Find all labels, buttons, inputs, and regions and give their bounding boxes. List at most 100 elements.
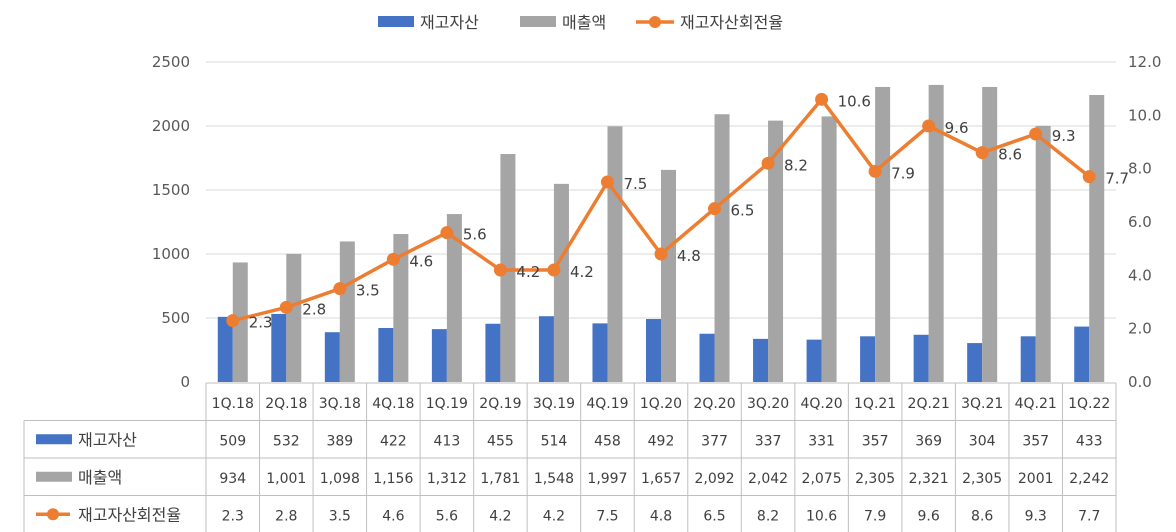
turnover-data-label: 8.2 [784,156,808,174]
table-row-name: 재고자산회전율 [78,505,181,524]
turnover-data-label: 9.3 [1052,127,1076,145]
y-right-tick-label: 6.0 [1128,213,1152,231]
sales-bar [714,114,730,382]
sales-bar [875,86,891,383]
inventory-bar [646,319,661,382]
y-right-tick-label: 12.0 [1128,53,1161,71]
sales-bar [607,126,623,382]
turnover-point [761,156,775,170]
data-table: 1Q.18 2Q.18 3Q.18 4Q.18 1Q.19 2Q.19 3Q.19 4Q.19… [23,382,1117,532]
y-left-tick-label: 1000 [152,245,190,263]
table-cell: 1,997 [587,471,627,487]
table-cell: 389 [326,433,353,449]
y-right-tick-label: 8.0 [1128,160,1152,178]
table-cell: 7.5 [596,508,618,524]
category-label: 3Q.21 [961,396,1003,412]
table-cell: 1,657 [641,471,681,487]
sales-bar [500,154,516,382]
sales-bar [339,241,355,382]
turnover-data-label: 3.5 [356,282,380,300]
turnover-point [493,263,507,277]
legend-inventory-label: 재고자산 [420,13,479,32]
category-label: 4Q.18 [372,396,414,412]
sales-bar [928,84,944,383]
table-cell: 357 [862,433,889,449]
turnover-point [1082,170,1096,184]
inventory-bar [699,333,715,382]
table-cell: 2,242 [1069,471,1109,487]
category-label: 2Q.18 [265,396,307,412]
turnover-point [815,92,829,106]
table-cell: 369 [915,433,942,449]
bars [217,84,1105,383]
inventory-bar [1074,326,1090,382]
legend-turnover-marker [649,16,661,28]
table-cell: 6.5 [703,508,725,524]
inventory-legend-key [36,434,72,445]
turnover-data-label: 5.6 [463,226,487,244]
table-cell: 2,092 [694,471,734,487]
turnover-point [600,175,614,189]
inventory-bar [431,329,447,382]
table-cell: 532 [273,433,300,449]
axes: 0 500 1000 1500 2000 2500 0.0 2.0 4.0 6.0 8.0 10.0 1… [152,53,1162,391]
sales-bar [768,120,784,383]
inventory-bar [753,338,769,382]
table-cell: 934 [219,471,246,487]
y-left-tick-label: 2000 [152,117,190,135]
table-cell: 1,548 [534,471,574,487]
table-cell: 8.2 [757,508,779,524]
table-cell: 1,001 [266,471,306,487]
inventory-bar [913,334,929,382]
turnover-legend-marker [47,508,59,521]
inventory-bar [806,339,822,382]
sales-bar [661,169,676,382]
table-cell: 8.6 [971,508,993,524]
inventory-bar [324,332,340,382]
table-cell: 2,321 [909,471,949,487]
data-labels: 2.3 2.8 3.5 4.6 5.6 4.2 4.2 7.5 4.8 6.5 8.2 10.6 7.9… [249,92,1129,331]
table-cell: 458 [594,433,621,449]
sales-bar [232,262,248,382]
table-cell: 433 [1076,433,1103,449]
legend: 재고자산 매출액 재고자산회전율 [378,13,783,32]
table-cell: 2,042 [748,471,788,487]
table-cell: 304 [969,433,996,449]
table-cell: 10.6 [806,508,837,524]
turnover-point [975,146,989,160]
turnover-data-label: 10.6 [838,92,871,110]
turnover-data-label: 8.6 [998,146,1022,164]
legend-inventory-key [378,16,414,27]
y-left-tick-label: 0 [180,373,190,391]
table-cell: 455 [487,433,514,449]
table-cell: 1,098 [320,471,360,487]
turnover-data-label: 4.8 [677,247,701,265]
inventory-bar [592,323,608,382]
turnover-point [226,314,240,328]
table-cell: 4.2 [489,508,511,524]
category-label: 4Q.20 [800,396,842,412]
table-cell: 2,305 [855,471,895,487]
sales-bar [1035,125,1051,382]
table-cell: 4.6 [382,508,404,524]
category-label: 1Q.22 [1068,396,1110,412]
turnover-point [386,252,400,266]
y-left-tick-label: 500 [161,309,190,327]
category-label: 1Q.19 [426,396,468,412]
category-label: 2Q.21 [908,396,950,412]
turnover-data-label: 2.8 [302,300,326,318]
category-label: 2Q.19 [479,396,521,412]
category-label: 3Q.19 [533,396,575,412]
turnover-point [333,282,347,296]
category-label: 2Q.20 [693,396,735,412]
turnover-data-label: 7.5 [623,175,647,193]
sales-bar [1089,95,1105,383]
sales-bar [821,116,837,383]
inventory-bar [378,327,394,382]
table-cell: 492 [648,433,675,449]
inventory-bar [485,323,501,382]
category-label: 4Q.19 [586,396,628,412]
table-cell: 7.7 [1078,508,1100,524]
inventory-bar [860,336,876,382]
